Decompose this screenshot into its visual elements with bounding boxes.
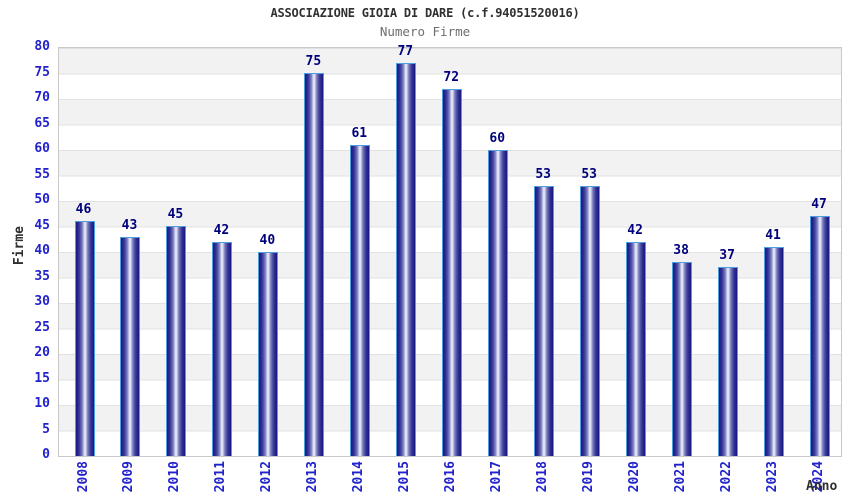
bar (534, 186, 555, 456)
y-tick-label: 25 (34, 319, 50, 335)
x-tick-label: 2013 (305, 461, 321, 493)
bar-value-label: 38 (673, 243, 689, 258)
chart-title: ASSOCIAZIONE GIOIA DI DARE (c.f.94051520… (270, 6, 580, 20)
bar-value-label: 75 (305, 54, 322, 69)
bar (166, 226, 187, 456)
bar (212, 242, 233, 456)
y-tick-label: 5 (42, 421, 50, 437)
y-tick-label: 80 (34, 39, 50, 54)
plot-area (58, 47, 842, 457)
bar (304, 73, 325, 456)
x-tick-label: 2021 (673, 461, 689, 493)
bar-value-label: 77 (397, 44, 414, 59)
bar (672, 262, 693, 456)
bar-value-label: 46 (75, 202, 92, 217)
y-tick-label: 70 (34, 90, 50, 105)
bar-value-label: 37 (719, 248, 735, 263)
y-tick-label: 30 (34, 294, 50, 309)
bar-value-label: 41 (765, 228, 781, 243)
chart-subtitle: Numero Firme (379, 24, 471, 39)
bar-value-label: 43 (121, 218, 138, 233)
y-tick-label: 50 (34, 192, 50, 207)
bar-value-label: 40 (259, 233, 276, 248)
x-tick-label: 2009 (121, 461, 137, 493)
y-tick-label: 55 (34, 166, 50, 182)
bar-value-label: 47 (811, 197, 827, 212)
y-tick-label: 45 (34, 217, 50, 233)
x-tick-label: 2010 (167, 461, 183, 493)
x-tick-label: 2014 (351, 461, 367, 493)
bar (810, 216, 831, 456)
y-tick-label: 35 (34, 268, 50, 284)
bar (580, 186, 601, 456)
bar-value-label: 60 (489, 131, 506, 146)
bar-value-label: 61 (351, 126, 368, 141)
y-tick-label: 65 (34, 115, 50, 131)
bar (396, 63, 417, 456)
bar (718, 267, 739, 456)
x-tick-label: 2023 (765, 461, 781, 493)
y-tick-label: 0 (42, 447, 50, 462)
bar (442, 89, 463, 456)
bar (626, 242, 647, 456)
bar (120, 237, 141, 456)
y-tick-label: 15 (34, 370, 50, 386)
bar (350, 145, 371, 456)
x-axis-title: Anno (806, 479, 838, 494)
y-tick-label: 75 (34, 64, 50, 80)
x-tick-label: 2017 (489, 461, 505, 493)
bar (74, 221, 95, 456)
x-tick-label: 2016 (443, 461, 459, 493)
y-tick-label: 40 (34, 243, 50, 258)
bar (488, 150, 509, 456)
bar (258, 252, 279, 456)
x-tick-label: 2015 (397, 461, 413, 493)
y-tick-label: 20 (34, 345, 50, 360)
bar-value-label: 53 (581, 167, 597, 182)
x-tick-label: 2008 (75, 461, 91, 493)
bar (764, 247, 785, 456)
bar-value-label: 42 (213, 223, 230, 238)
bar-value-label: 42 (627, 223, 643, 238)
bar-value-label: 72 (443, 70, 460, 85)
x-tick-label: 2020 (627, 461, 643, 493)
x-tick-label: 2019 (581, 461, 597, 493)
x-tick-label: 2018 (535, 461, 551, 493)
x-tick-label: 2012 (259, 461, 275, 493)
x-tick-label: 2011 (213, 461, 229, 493)
y-tick-label: 60 (34, 141, 50, 156)
bar-value-label: 45 (167, 207, 184, 222)
y-tick-label: 10 (34, 396, 50, 411)
bar-value-label: 53 (535, 167, 552, 182)
x-tick-label: 2022 (719, 461, 735, 493)
